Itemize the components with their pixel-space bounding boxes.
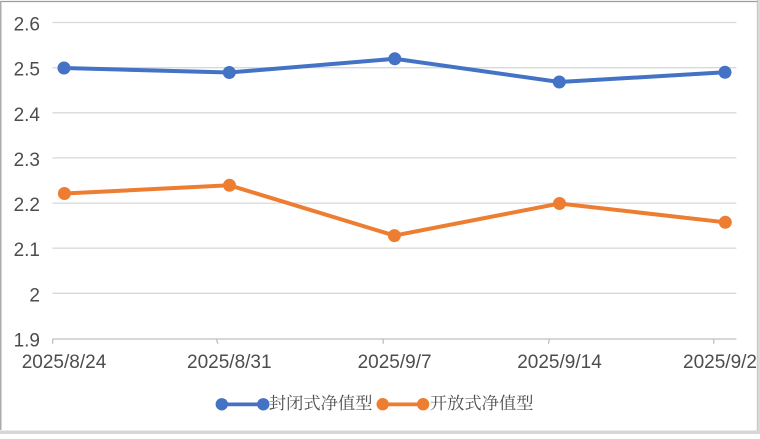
svg-text:2.1: 2.1 — [14, 240, 40, 261]
svg-text:2.3: 2.3 — [14, 150, 40, 171]
svg-text:2025/9/21: 2025/9/21 — [683, 352, 760, 373]
svg-text:2025/8/31: 2025/8/31 — [187, 352, 272, 373]
svg-text:2: 2 — [29, 285, 40, 306]
svg-text:2.2: 2.2 — [14, 195, 40, 216]
svg-text:2.4: 2.4 — [14, 105, 41, 126]
svg-text:2.6: 2.6 — [14, 15, 40, 36]
svg-text:2025/9/7: 2025/9/7 — [358, 352, 432, 373]
svg-text:2025/9/14: 2025/9/14 — [517, 352, 602, 373]
svg-text:1.9: 1.9 — [14, 331, 40, 352]
svg-text:2025/8/24: 2025/8/24 — [22, 352, 107, 373]
svg-text:2.5: 2.5 — [14, 60, 40, 81]
